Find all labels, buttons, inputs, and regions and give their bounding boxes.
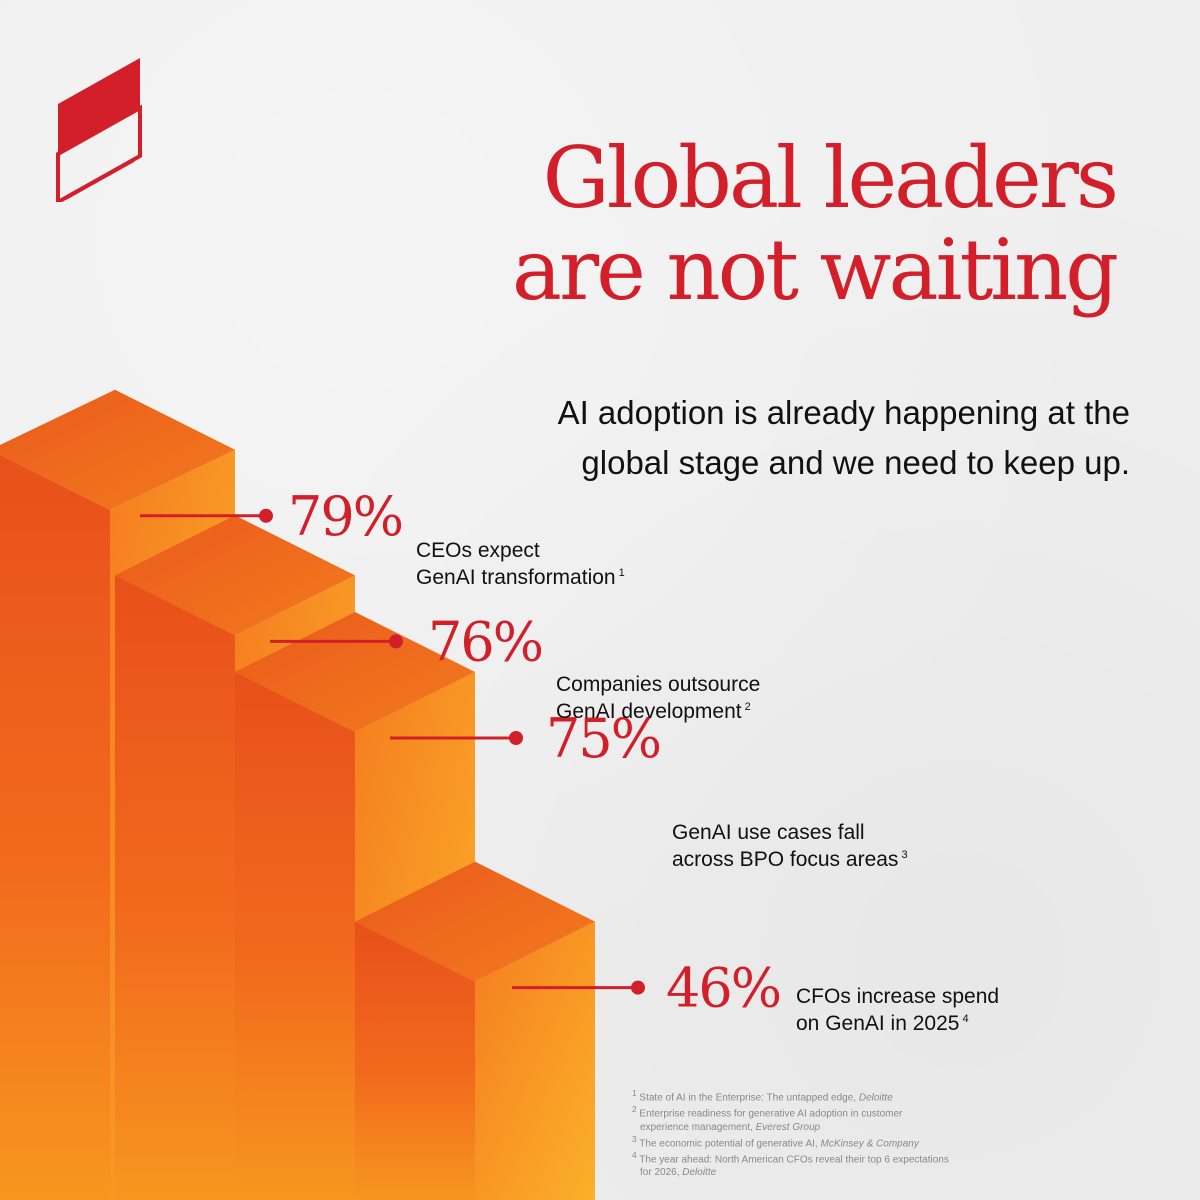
- reference-2-cont: experience management, Everest Group: [640, 1121, 821, 1133]
- stat-label-4-line-2: on GenAI in 2025 4: [796, 1011, 969, 1035]
- marker-dot-4: [631, 980, 645, 995]
- value-label-4: 46%: [666, 957, 780, 1020]
- marker-dot-2: [389, 634, 403, 649]
- stat-label-3: GenAI use cases fall across BPO focus ar…: [672, 820, 908, 874]
- value-label-2: 76%: [428, 610, 542, 673]
- stat-label-4: CFOs increase spend on GenAI in 2025 4: [796, 984, 999, 1038]
- value-labels-layer: 79% 76%75% 46%: [288, 485, 782, 1020]
- marker-dot-3: [509, 731, 523, 745]
- references: 1 State of AI in the Enterprise: The unt…: [632, 1088, 1032, 1179]
- reference-4-cont: for 2026, Deloitte: [640, 1167, 717, 1179]
- brand-logo-icon: [56, 58, 142, 202]
- stat-label-4-line-1: CFOs increase spend: [796, 985, 1000, 1008]
- bar-4-side: [475, 921, 595, 1200]
- bar-1-front: [0, 454, 110, 1200]
- stat-label-1-line-2: GenAI transformation 1: [416, 565, 625, 589]
- title-line-2: are not waiting: [511, 221, 1119, 320]
- subtitle: AI adoption is already happening at the …: [370, 388, 1130, 487]
- subtitle-line-2: global stage and we need to keep up.: [581, 443, 1130, 481]
- value-label-3: 75%: [546, 707, 660, 770]
- stat-label-1: CEOs expect GenAI transformation 1: [416, 538, 625, 592]
- value-label-1: 79%: [288, 485, 402, 548]
- bar-4: [355, 861, 595, 1200]
- stat-label-3-line-1: GenAI use cases fall: [672, 821, 865, 844]
- title-line-1: Global leaders: [542, 129, 1119, 227]
- marker-dot-1: [259, 508, 273, 523]
- bars-layer: [0, 389, 595, 1200]
- bar-2-front: [115, 575, 235, 1200]
- stat-label-2: Companies outsource GenAI development 2: [556, 672, 760, 726]
- reference-2: 2 Enterprise readiness for generative AI…: [632, 1104, 903, 1120]
- footnote-ref-2: 2: [744, 700, 751, 713]
- footnote-ref-1: 1: [618, 566, 625, 579]
- footnote-ref-4: 4: [962, 1012, 969, 1025]
- markers-layer: [140, 508, 645, 995]
- bar-4-top: [355, 861, 595, 982]
- bar-1-top: [0, 389, 235, 510]
- footnote-ref-3: 3: [901, 848, 908, 861]
- reference-1: 1 State of AI in the Enterprise: The unt…: [632, 1088, 893, 1104]
- page-title: Global leaders are not waiting: [356, 129, 1119, 320]
- stat-label-2-line-1: Companies outsource: [556, 673, 761, 696]
- subtitle-line-1: AI adoption is already happening at the: [557, 394, 1130, 431]
- bar-3-front: [235, 672, 355, 1200]
- reference-3: 3 The economic potential of generative A…: [632, 1133, 919, 1149]
- stat-label-2-line-2: GenAI development 2: [556, 699, 751, 723]
- stat-label-3-line-2: across BPO focus areas 3: [672, 847, 908, 871]
- stat-label-1-line-1: CEOs expect: [416, 539, 540, 562]
- reference-4: 4 The year ahead: North American CFOs re…: [632, 1149, 949, 1166]
- bar-4-front: [355, 921, 475, 1200]
- bar-2-top: [115, 515, 355, 636]
